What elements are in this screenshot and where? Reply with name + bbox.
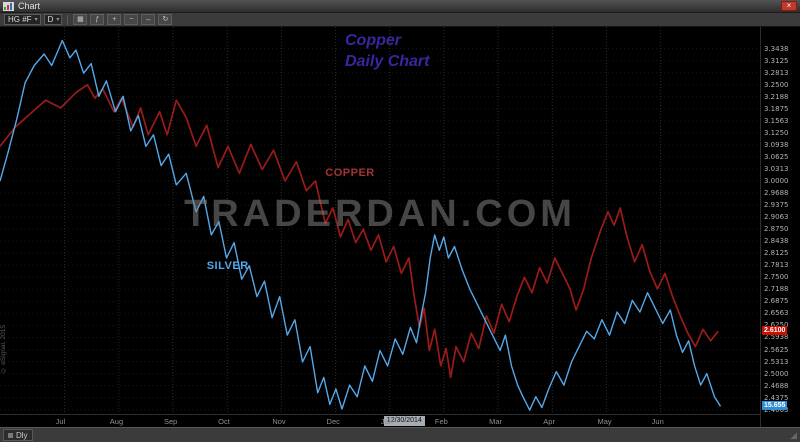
y-axis-price-label: 2.5625	[764, 345, 789, 354]
x-axis-month-label: Apr	[543, 417, 555, 426]
chart-app-icon	[3, 1, 14, 11]
chart-area[interactable]: TRADERDAN.COM Copper Daily Chart COPPER S…	[0, 27, 800, 427]
date-tag: 12/30/2014	[383, 416, 425, 426]
y-axis-price-label: 2.8438	[764, 237, 789, 246]
y-axis-price-label: 2.5313	[764, 357, 789, 366]
y-axis-price-label: 2.7188	[764, 285, 789, 294]
copyright-text: © eSignal, 2015	[0, 325, 7, 374]
x-axis-month-label: Jun	[651, 417, 664, 426]
x-axis-month-label: Feb	[434, 417, 448, 426]
plot-canvas[interactable]	[0, 27, 760, 414]
chart-title-line2: Daily Chart	[345, 52, 430, 70]
pan-icon[interactable]: ↔	[141, 14, 156, 25]
y-axis-price-label: 2.9375	[764, 201, 789, 210]
y-axis-price-label: 2.9688	[764, 189, 789, 198]
y-axis-price-label: 3.3438	[764, 44, 789, 53]
symbol-value: HG #F	[8, 14, 32, 24]
y-axis-price-label: 2.5938	[764, 333, 789, 342]
toolbar: HG #F ▾ D ▾ ▦ ƒ + − ↔ ↻	[0, 13, 800, 27]
indicators-icon[interactable]: ƒ	[90, 14, 105, 25]
series-line-copper	[0, 83, 719, 379]
price-axis[interactable]: 3.3438 3.3125 3.2813 3.2500 3.2188 3.1875 3.15…	[760, 27, 800, 427]
series-line-silver	[0, 39, 722, 411]
x-axis-month-label: Mar	[489, 417, 503, 426]
y-axis-price-label: 2.4375	[764, 393, 789, 402]
close-icon[interactable]: ×	[781, 1, 797, 11]
y-axis-price-label: 2.5000	[764, 369, 789, 378]
chart-type-icon[interactable]: ▦	[73, 14, 88, 25]
page-tab[interactable]: Dly	[3, 429, 33, 441]
y-axis-price-label: 2.6563	[764, 309, 789, 318]
y-axis-price-label: 2.4688	[764, 381, 789, 390]
y-axis-price-label: 3.0938	[764, 140, 789, 149]
last-price-tag-silver: 15.655	[762, 401, 788, 411]
y-axis-price-label: 3.0313	[764, 164, 789, 173]
x-axis-month-label: May	[597, 417, 612, 426]
chevron-down-icon: ▾	[34, 16, 38, 23]
y-axis-price-label: 3.2500	[764, 80, 789, 89]
bottom-bar: Dly ◢	[0, 427, 800, 442]
tab-icon	[8, 432, 13, 438]
y-axis-price-label: 2.8750	[764, 225, 789, 234]
y-axis-price-label: 3.1250	[764, 128, 789, 137]
y-axis-price-label: 3.0000	[764, 177, 789, 186]
x-axis-month-label: Oct	[218, 417, 230, 426]
y-axis-price-label: 3.1563	[764, 116, 789, 125]
x-axis-month-label: Jul	[55, 417, 66, 426]
y-axis-price-label: 3.2188	[764, 92, 789, 101]
y-axis-price-label: 3.2813	[764, 68, 789, 77]
y-axis-price-label: 2.8125	[764, 249, 789, 258]
y-axis-price-label: 3.3125	[764, 56, 789, 65]
y-axis-price-label: 2.9063	[764, 213, 789, 222]
y-axis-price-label: 2.6250	[764, 321, 789, 329]
tab-label: Dly	[16, 430, 28, 440]
y-axis-price-label: 2.6875	[764, 297, 789, 306]
x-axis-month-label: Sep	[163, 417, 178, 426]
chart-title-annotation: Copper Daily Chart	[345, 31, 429, 73]
interval-value: D	[47, 14, 54, 24]
time-axis[interactable]: 12/30/2014 Jul Aug Sep Oct Nov Dec Jan Feb Mar Ap…	[0, 414, 760, 427]
x-axis-month-label: Dec	[326, 417, 340, 426]
chart-title-line1: Copper	[345, 32, 401, 49]
crosshair-icon[interactable]: +	[107, 14, 122, 25]
resize-grip[interactable]: ◢	[790, 429, 797, 440]
x-axis-month-label: Aug	[109, 417, 124, 426]
x-axis-month-label: Jan	[380, 417, 393, 426]
title-bar[interactable]: Chart ×	[0, 0, 800, 13]
y-axis-price-label: 2.7813	[764, 261, 789, 270]
x-axis-month-label: Nov	[272, 417, 286, 426]
refresh-icon[interactable]: ↻	[158, 14, 173, 25]
y-axis-price-label: 2.7500	[764, 273, 789, 282]
interval-select[interactable]: D ▾	[43, 14, 63, 25]
y-axis-price-label: 3.0625	[764, 152, 789, 161]
chevron-down-icon: ▾	[56, 16, 60, 23]
toolbar-separator	[67, 14, 69, 25]
last-price-tag-copper: 2.6100	[762, 326, 788, 336]
symbol-select[interactable]: HG #F ▾	[4, 14, 41, 25]
window-title: Chart	[18, 0, 41, 11]
zoom-out-icon[interactable]: −	[124, 14, 139, 25]
y-axis-price-label: 3.1875	[764, 104, 789, 113]
